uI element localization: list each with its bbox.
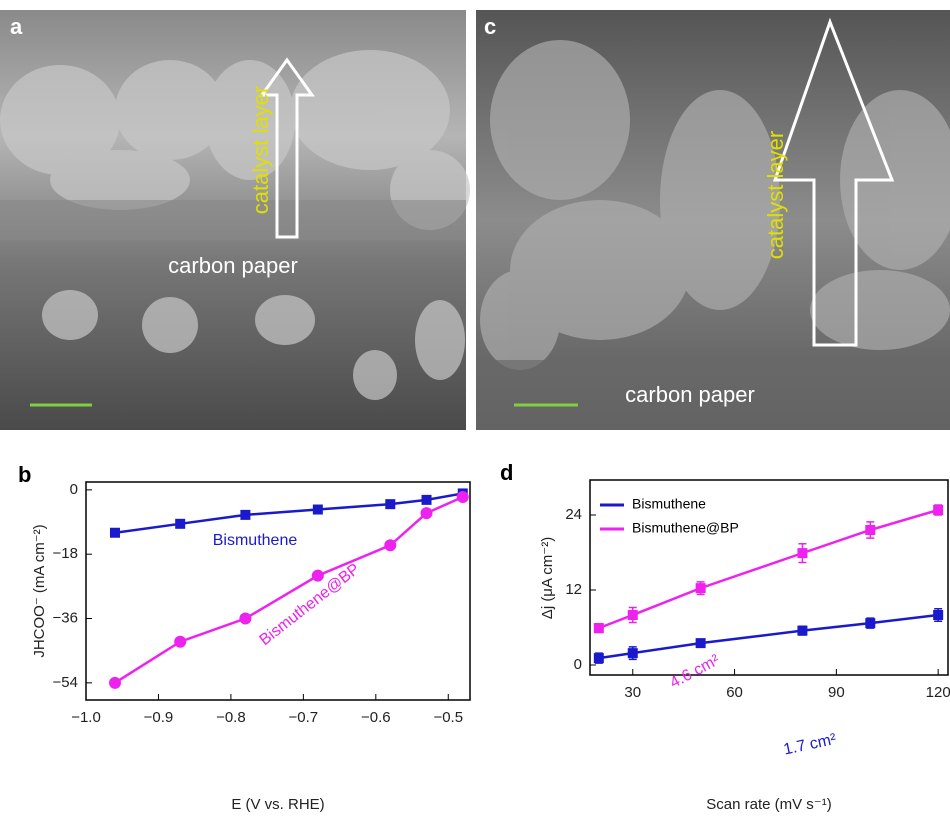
legend-label: Bismuthene xyxy=(632,496,706,512)
marker xyxy=(384,539,396,551)
y-tick-label: 0 xyxy=(574,656,582,673)
marker xyxy=(594,623,604,633)
chart-b: b −1.0 −0.9 −0.8 −0.7 −0.6 −0.5 0 −18 −36 −54 E (V … xyxy=(18,462,470,813)
x-tick-label: −0.5 xyxy=(433,709,463,726)
sem-image-a: a catalyst layer carbon paper xyxy=(0,10,470,430)
panel-label: d xyxy=(500,460,513,485)
marker xyxy=(696,583,706,593)
y-tick-label: 24 xyxy=(565,506,582,523)
sem-image-c: c catalyst layer carbon paper xyxy=(476,10,950,430)
marker xyxy=(240,510,250,520)
y-tick-label: 0 xyxy=(70,481,78,498)
panel-label: c xyxy=(484,14,496,39)
x-tick-label: 120 xyxy=(926,684,950,701)
x-tick-label: 90 xyxy=(828,684,845,701)
marker xyxy=(174,636,186,648)
marker xyxy=(239,613,251,625)
page: {"images": [ {"panel": "a", "labels": ["… xyxy=(0,0,950,817)
panel-label: b xyxy=(18,462,31,487)
x-axis-label: E (V vs. RHE) xyxy=(231,796,324,813)
marker xyxy=(628,610,638,620)
image-label: catalyst layer xyxy=(248,86,273,214)
panel-label: a xyxy=(10,14,23,39)
y-tick-label: 12 xyxy=(565,581,582,598)
x-tick-label: −1.0 xyxy=(71,709,101,726)
marker xyxy=(312,570,324,582)
series-line xyxy=(599,615,938,658)
marker xyxy=(797,626,807,636)
marker xyxy=(865,618,875,628)
x-axis-label: Scan rate (mV s⁻¹) xyxy=(706,796,831,813)
series-label: Bismuthene@BP xyxy=(256,561,363,650)
image-label: catalyst layer xyxy=(763,131,788,259)
marker xyxy=(594,653,604,663)
y-tick-label: −54 xyxy=(53,674,78,691)
x-tick-label: −0.7 xyxy=(289,709,319,726)
x-tick-label: −0.9 xyxy=(144,709,174,726)
marker xyxy=(933,610,943,620)
marker xyxy=(110,528,120,538)
marker xyxy=(797,548,807,558)
marker xyxy=(385,499,395,509)
marker xyxy=(865,525,875,535)
image-label: carbon paper xyxy=(625,382,755,407)
series-label: Bismuthene xyxy=(213,532,298,549)
image-label: carbon paper xyxy=(168,253,298,278)
plot-frame xyxy=(86,482,470,700)
marker xyxy=(313,505,323,515)
y-axis-label: Δj (μA cm⁻²) xyxy=(539,537,556,619)
x-tick-label: −0.6 xyxy=(361,709,391,726)
x-tick-label: −0.8 xyxy=(216,709,246,726)
marker xyxy=(628,648,638,658)
annotation: 1.7 cm² xyxy=(782,731,838,759)
marker xyxy=(175,519,185,529)
y-tick-label: −36 xyxy=(53,609,78,626)
marker xyxy=(933,505,943,515)
figure: a catalyst layer carbon paper c catalyst… xyxy=(0,0,950,817)
marker xyxy=(421,507,433,519)
x-tick-label: 30 xyxy=(624,684,641,701)
y-axis-label: JHCOO⁻ (mA cm⁻²) xyxy=(31,524,48,657)
legend-label: Bismuthene@BP xyxy=(632,520,739,536)
marker xyxy=(696,638,706,648)
y-tick-label: −18 xyxy=(53,545,78,562)
chart-d: d 30 60 90 120 0 12 24 Scan rate (mV s⁻¹) Δj (μA … xyxy=(500,460,950,813)
annotation: 4.6 cm² xyxy=(667,651,723,691)
marker xyxy=(457,491,469,503)
marker xyxy=(109,677,121,689)
x-tick-label: 60 xyxy=(726,684,743,701)
marker xyxy=(422,495,432,505)
